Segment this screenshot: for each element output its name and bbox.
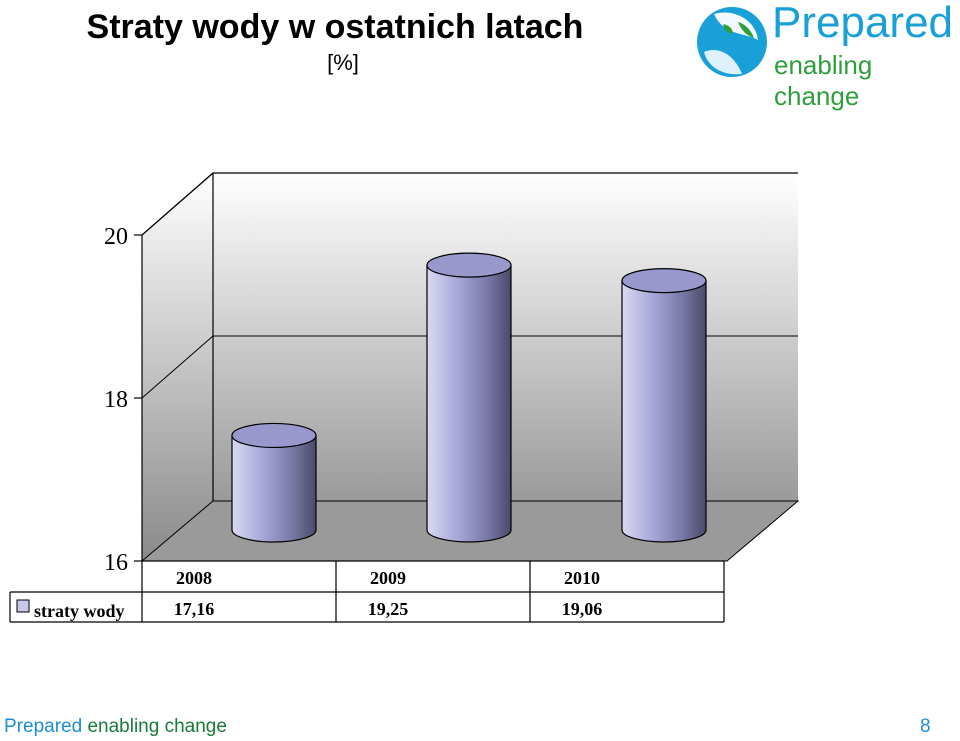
gridline — [141, 172, 214, 236]
footer-brand: Prepared enabling change — [4, 716, 227, 738]
footer-brand-name: Prepared — [4, 716, 83, 737]
x-category-label: 2008 — [176, 568, 212, 588]
slide-title: Straty wody w ostatnich latach — [86, 8, 584, 46]
gridline — [141, 335, 214, 399]
prepared-logo: Prepared enabling change — [694, 0, 960, 111]
bar-top — [231, 422, 317, 449]
y-tick-label: 18 — [104, 387, 128, 413]
footer-brand-tagline: enabling change — [87, 716, 227, 737]
y-tick-label: 20 — [104, 224, 128, 250]
slide-subtitle: [%] — [327, 50, 359, 75]
bar-body — [621, 280, 707, 543]
logo-tagline: enabling change — [774, 50, 873, 111]
bar-body — [426, 264, 512, 543]
legend-series-name: straty wody — [34, 601, 125, 621]
bar-top — [426, 252, 512, 278]
x-category-label: 2009 — [370, 568, 406, 588]
bar-chart: 16 18 20 straty wody 2008 17,16 2009 19,25 2010… — [9, 172, 800, 623]
data-value-label: 19,06 — [562, 599, 603, 619]
page-number: 8 — [920, 716, 931, 737]
bar-2010 — [621, 268, 707, 543]
bar-body — [231, 434, 317, 543]
logo-wordmark: Prepared — [772, 0, 954, 47]
y-tick-label: 16 — [104, 550, 128, 576]
bar-2008 — [231, 422, 317, 543]
legend-swatch — [16, 599, 30, 613]
data-value-label: 17,16 — [174, 599, 215, 619]
x-category-label: 2010 — [564, 568, 600, 588]
globe-icon — [697, 7, 767, 77]
data-value-label: 19,25 — [368, 599, 409, 619]
bar-top — [621, 268, 707, 294]
bar-2009 — [426, 252, 512, 543]
